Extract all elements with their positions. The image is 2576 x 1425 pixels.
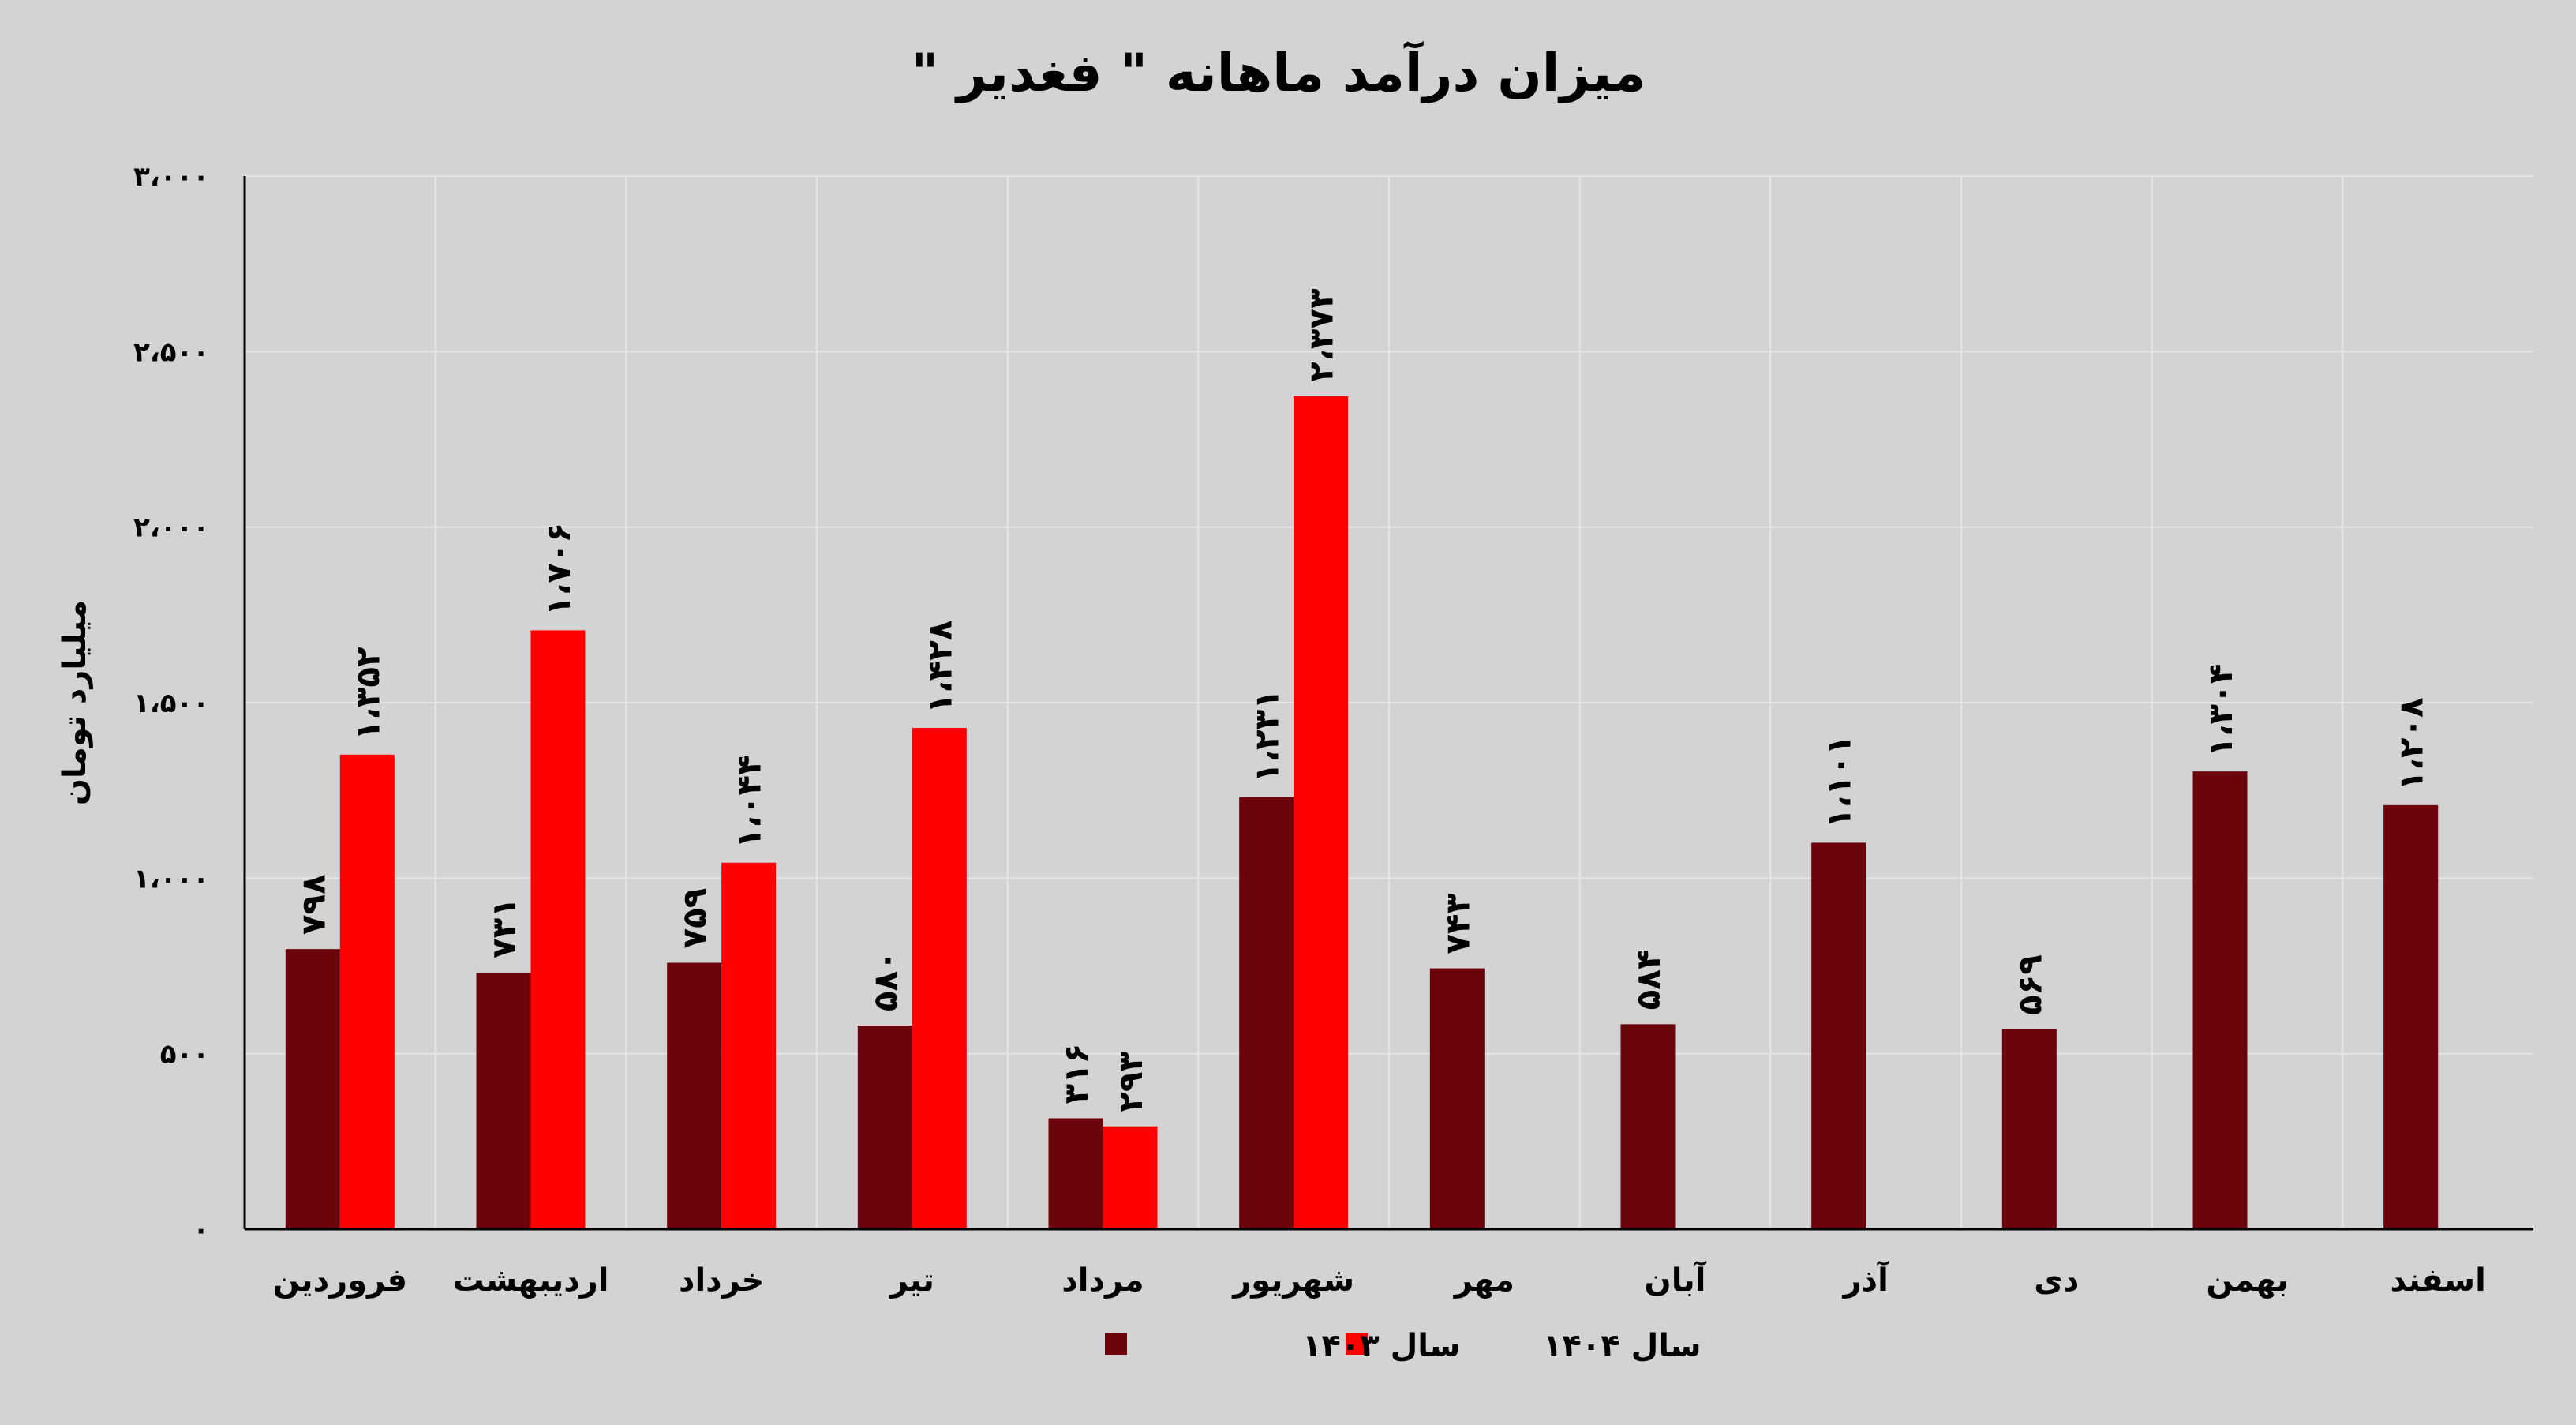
y-axis-label: میلیارد تومان	[57, 600, 93, 805]
x-tick-label: آبان	[1645, 1260, 1707, 1299]
legend-label: سال ۱۴۰۳	[1302, 1328, 1461, 1364]
y-tick-label: ۱،۵۰۰	[133, 688, 209, 719]
bar-series2	[721, 862, 777, 1229]
data-label: ۷۵۹	[676, 888, 714, 949]
data-label: ۱،۳۵۲	[348, 647, 387, 741]
y-tick-label: ۰	[193, 1214, 209, 1246]
data-label: ۷۹۸	[294, 874, 332, 935]
data-label: ۷۴۳	[1438, 893, 1477, 954]
bar-series1	[1239, 797, 1294, 1229]
axis-layer: ۰ ۵۰۰ ۱،۰۰۰ ۱،۵۰۰ ۲،۰۰۰ ۲،۵۰۰ ۳،۰۰۰ فروردین اردی…	[133, 161, 2533, 1299]
y-tick-label: ۳،۰۰۰	[133, 161, 209, 193]
bar-series1	[285, 949, 340, 1229]
bar-series1	[1048, 1118, 1103, 1229]
bar-series1	[1811, 842, 1866, 1229]
y-tick-label: ۵۰۰	[160, 1039, 209, 1071]
data-label: ۵۸۰	[866, 951, 904, 1011]
y-tick-label: ۱،۰۰۰	[133, 863, 209, 894]
data-label: ۱،۰۴۴	[730, 755, 769, 849]
bars-layer	[285, 396, 2439, 1229]
data-label: ۲،۳۷۳	[1302, 288, 1341, 382]
x-tick-label: بهمن	[2206, 1262, 2288, 1299]
y-tick-label: ۲،۵۰۰	[133, 336, 209, 368]
x-tick-label: شهریور	[1231, 1262, 1354, 1299]
x-tick-label: تیر	[889, 1262, 934, 1299]
data-label: ۱،۲۳۱	[1248, 689, 1286, 783]
bar-series2	[912, 728, 967, 1229]
data-label: ۵۶۹	[2010, 954, 2049, 1015]
bar-series1	[2192, 771, 2248, 1229]
x-tick-label: اردیبهشت	[452, 1262, 608, 1299]
bar-series1	[476, 972, 531, 1229]
x-tick-label: آذر	[1842, 1260, 1890, 1299]
y-tick-label: ۲،۰۰۰	[133, 512, 209, 544]
data-label: ۱،۷۰۶	[539, 523, 578, 617]
x-tick-label: اسفند	[2391, 1262, 2486, 1299]
x-tick-label: فروردین	[273, 1262, 408, 1299]
bar-series1	[2383, 804, 2439, 1229]
data-label: ۱،۳۰۴	[2201, 664, 2240, 758]
legend-swatch	[1346, 1333, 1368, 1355]
legend-label: سال ۱۴۰۴	[1543, 1328, 1702, 1364]
data-label: ۳۱۶	[1057, 1044, 1095, 1104]
bar-series1	[667, 962, 722, 1229]
bar-series2	[1103, 1126, 1158, 1229]
bar-series1	[1620, 1024, 1676, 1229]
bar-series2	[339, 754, 395, 1229]
data-label: ۱،۴۲۸	[920, 620, 959, 714]
data-label: ۱،۲۰۸	[2392, 697, 2431, 791]
bar-series1	[857, 1026, 912, 1229]
data-labels-layer: ۷۹۸ ۱،۳۵۲ ۷۳۱ ۱،۷۰۶ ۷۵۹ ۱،۰۴۴ ۵۸۰ ۱،۴۲۸ ۳۱۶ ۲۹۳ ۱،…	[294, 288, 2430, 1112]
bar-series2	[1294, 396, 1349, 1229]
legend-swatch	[1105, 1333, 1127, 1355]
bar-series2	[530, 630, 586, 1229]
data-label: ۵۸۴	[1629, 949, 1668, 1010]
chart-title: میزان درآمد ماهانه " فغدیر "	[912, 40, 1646, 103]
x-tick-label: مرداد	[1061, 1262, 1144, 1299]
x-tick-label: مهر	[1453, 1262, 1515, 1299]
bar-series1	[2001, 1029, 2057, 1229]
x-tick-label: دی	[2034, 1262, 2079, 1299]
grid-layer	[245, 175, 2533, 1229]
legend: سال ۱۴۰۴ سال ۱۴۰۳	[1105, 1328, 1702, 1364]
bar-series1	[1429, 968, 1485, 1229]
x-tick-label: خرداد	[679, 1262, 764, 1299]
data-label: ۷۳۱	[485, 898, 523, 958]
data-label: ۱،۱۰۱	[1820, 735, 1859, 829]
data-label: ۲۹۳	[1111, 1051, 1150, 1112]
